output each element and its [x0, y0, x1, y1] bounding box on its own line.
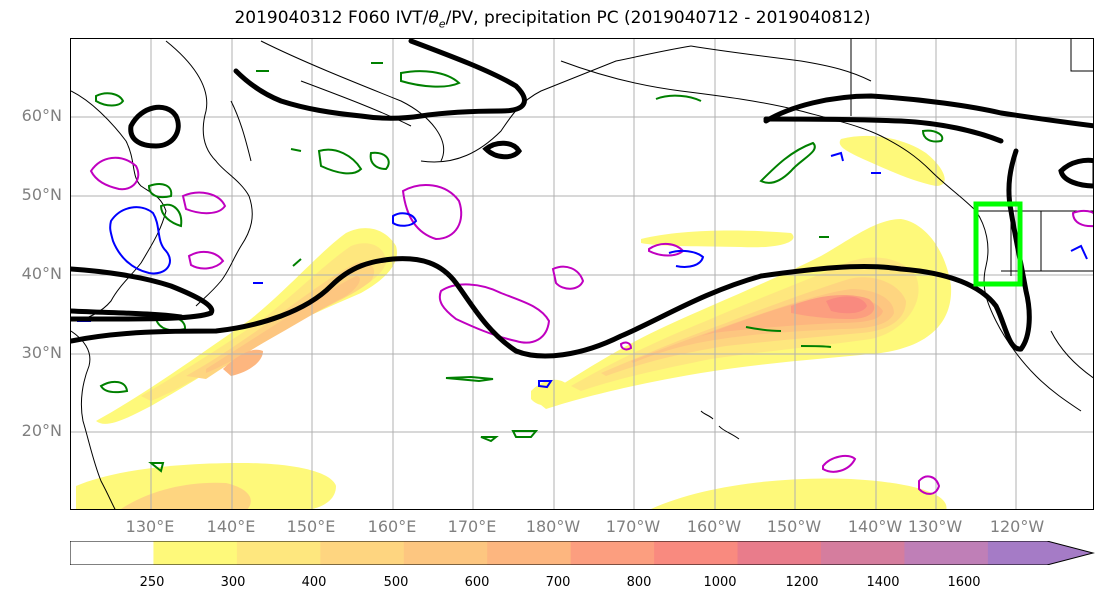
map-svg [71, 39, 1093, 509]
colorbar-cell [654, 541, 739, 565]
colorbar-cell [70, 541, 155, 565]
ivt-band-central-800 [826, 296, 867, 314]
theta-e-contours [71, 39, 1093, 359]
ivt-band-western-400 [186, 262, 375, 379]
colorbar-svg [70, 541, 1095, 565]
lon-label-140e: 140°E [206, 517, 256, 536]
colorbar-tick-label: 400 [301, 575, 327, 590]
colorbar-cells [70, 541, 1093, 565]
ivt-filled-contours [76, 135, 952, 509]
lon-label-150w: 150°W [766, 517, 822, 536]
ivt-band-alaska-250 [839, 135, 945, 186]
colorbar-tick-label: 1600 [947, 575, 981, 590]
colorbar-tick-label: 300 [220, 575, 246, 590]
ivt-band-w-subtropical-300 [121, 482, 251, 509]
lat-label-20n: 20°N [21, 421, 62, 440]
colorbar-cell [904, 541, 989, 565]
lon-label-130w: 130°W [907, 517, 963, 536]
title-theta: θ [428, 8, 439, 28]
graticule [71, 39, 1093, 509]
lon-label-150e: 150°E [286, 517, 336, 536]
colorbar-cell [403, 541, 489, 565]
ivt-band-western-500 [206, 276, 360, 373]
target-region-box [973, 201, 1023, 287]
lat-label-60n: 60°N [21, 106, 62, 125]
ivt-band-e-subtropical-250 [651, 478, 947, 509]
lon-label-140w: 140°W [847, 517, 903, 536]
colorbar-cell [820, 541, 906, 565]
map-title: 2019040312 F060 IVT/θe/PV, precipitation… [0, 8, 1105, 30]
colorbar [70, 541, 1100, 565]
colorbar-tick-label: 700 [545, 575, 571, 590]
colorbar-cell [236, 541, 322, 565]
lon-label-120w: 120°W [989, 517, 1045, 536]
colorbar-cell [570, 541, 656, 565]
lon-label-160e: 160°E [367, 517, 417, 536]
lon-label-170e: 170°E [447, 517, 497, 536]
title-suffix: /PV, precipitation PC (2019040712 - 2019… [445, 8, 871, 28]
colorbar-tick-label: 800 [626, 575, 652, 590]
map-title-wrap: 2019040312 F060 IVT/θe/PV, precipitation… [0, 0, 1105, 36]
lon-label-160w: 160°W [686, 517, 742, 536]
ivt-band-midpac-250 [641, 230, 794, 248]
colorbar-cell [153, 541, 238, 565]
lat-label-40n: 40°N [21, 264, 62, 283]
colorbar-outline [70, 541, 1095, 565]
colorbar-cell [987, 541, 1093, 565]
coastlines [71, 39, 1093, 509]
colorbar-tick-label: 600 [464, 575, 490, 590]
lat-label-30n: 30°N [21, 343, 62, 362]
colorbar-cell [320, 541, 405, 565]
colorbar-cell [487, 541, 572, 565]
colorbar-tick-label: 250 [139, 575, 165, 590]
colorbar-tick-label: 1400 [866, 575, 900, 590]
map-panel[interactable] [70, 38, 1094, 510]
title-prefix: 2019040312 F060 IVT/ [234, 8, 429, 28]
lon-label-180w: 180°W [525, 517, 581, 536]
lon-label-170w: 170°W [605, 517, 661, 536]
lat-label-50n: 50°N [21, 185, 62, 204]
ivt-band-western-600 [223, 349, 263, 376]
title-theta-sub: e [438, 17, 446, 31]
colorbar-cell [737, 541, 822, 565]
colorbar-tick-label: 1000 [703, 575, 737, 590]
colorbar-tick-label: 1200 [785, 575, 819, 590]
lon-label-130e: 130°E [125, 517, 175, 536]
colorbar-tick-label: 500 [383, 575, 409, 590]
